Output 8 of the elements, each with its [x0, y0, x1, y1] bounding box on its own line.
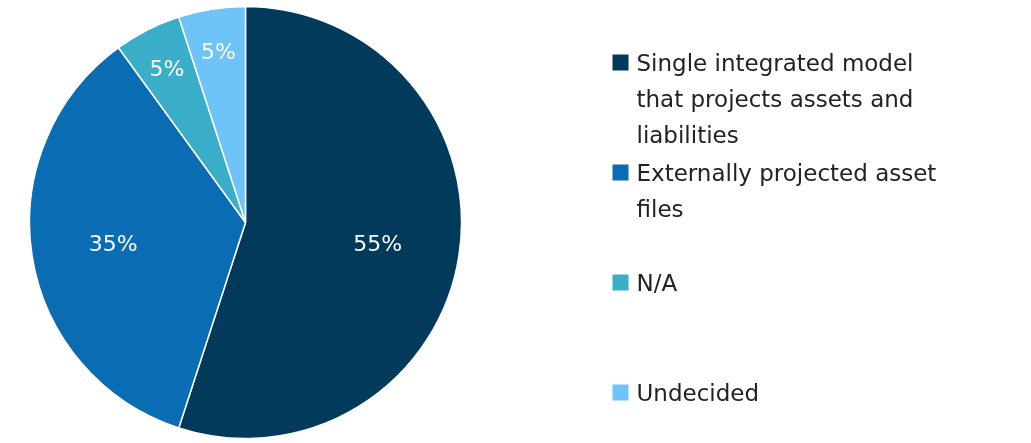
data-label: 55% — [353, 230, 403, 256]
data-label: 5% — [149, 56, 185, 82]
legend-label: Single integrated model that projects assets and liabilities — [636, 49, 914, 148]
legend-label: Undecided — [636, 379, 760, 406]
data-label: 5% — [201, 39, 236, 65]
legend-label: N/A — [636, 269, 678, 296]
data-label: 35% — [88, 230, 138, 256]
legend-label: Externally projected asset files — [636, 159, 937, 222]
